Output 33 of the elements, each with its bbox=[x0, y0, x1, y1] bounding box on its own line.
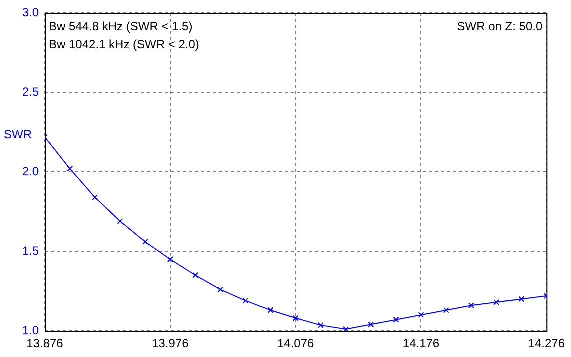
y-tick-label: 2.0 bbox=[22, 164, 40, 178]
y-tick-label: 1.0 bbox=[22, 323, 40, 338]
point bbox=[393, 316, 400, 323]
y-tick-label: 3.0 bbox=[22, 6, 40, 20]
y-tick-label: 1.5 bbox=[22, 244, 40, 258]
point bbox=[117, 218, 124, 224]
x-tick-label: 13.976 bbox=[152, 336, 190, 351]
point bbox=[67, 166, 74, 172]
point bbox=[192, 272, 198, 278]
point bbox=[142, 239, 148, 245]
annotation: Bw 544.8 kHz (SWR < 1.5) bbox=[49, 20, 193, 34]
point bbox=[318, 322, 324, 328]
point bbox=[218, 286, 224, 293]
point bbox=[343, 326, 349, 331]
annotation: SWR on Z: 50.0 bbox=[457, 20, 543, 34]
annotation: Bw 1042.1 kHz (SWR < 2.0) bbox=[49, 38, 200, 52]
point bbox=[268, 307, 274, 314]
x-tick-label: 14.276 bbox=[528, 336, 566, 351]
point bbox=[443, 307, 450, 314]
y-axis-title: SWR bbox=[4, 128, 32, 142]
point bbox=[368, 322, 374, 328]
point bbox=[167, 256, 174, 262]
x-tick-label: 14.076 bbox=[277, 336, 314, 351]
point bbox=[518, 296, 525, 302]
x-tick-label: 14.176 bbox=[402, 336, 440, 351]
y-tick-label: 2.5 bbox=[22, 84, 40, 99]
point bbox=[242, 298, 249, 304]
point bbox=[92, 194, 98, 200]
point bbox=[292, 315, 299, 322]
point bbox=[494, 299, 500, 306]
point bbox=[468, 302, 474, 309]
point bbox=[418, 312, 424, 318]
x-tick-label: 13.876 bbox=[26, 336, 64, 351]
